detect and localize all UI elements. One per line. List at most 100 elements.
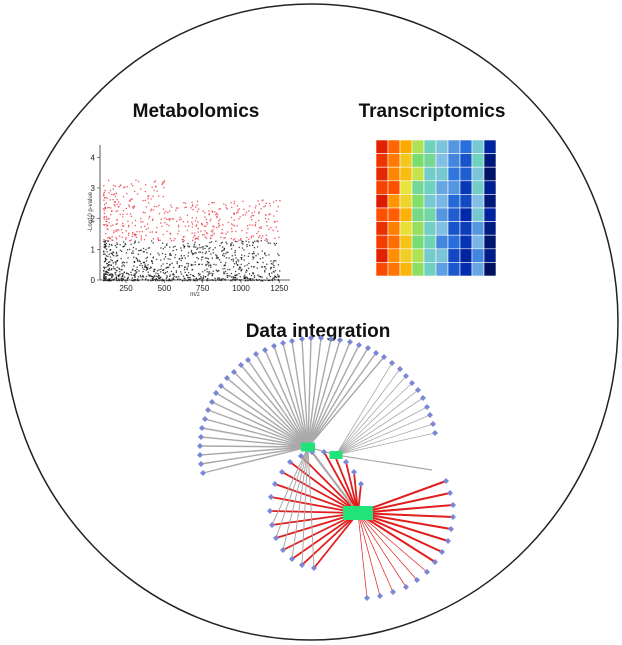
scatter-point <box>271 279 274 282</box>
scatter-point <box>252 235 254 237</box>
scatter-point <box>270 266 272 269</box>
scatter-point <box>171 280 173 282</box>
network-node <box>268 494 274 500</box>
scatter-point <box>265 268 267 270</box>
scatter-point <box>234 278 236 280</box>
heatmap-cell <box>483 234 497 250</box>
scatter-point <box>118 278 120 280</box>
network-edge <box>282 342 309 448</box>
network-node <box>308 335 314 341</box>
scatter-point <box>195 225 197 227</box>
scatter-point <box>249 278 251 280</box>
scatter-point <box>182 244 185 246</box>
scatter-point <box>194 234 196 236</box>
scatter-point <box>115 210 117 212</box>
scatter-point <box>257 274 259 276</box>
heatmap-cell <box>483 262 497 277</box>
network-node <box>245 357 251 363</box>
network-edge <box>199 445 309 448</box>
scatter-point <box>202 277 204 279</box>
scatter-point <box>223 265 225 267</box>
heatmap-cell <box>387 166 401 182</box>
scatter-point <box>180 249 183 252</box>
scatter-point <box>265 221 268 223</box>
scatter-point <box>257 239 259 241</box>
scatter-point <box>135 272 137 274</box>
network-node <box>358 481 364 487</box>
x-ticks: 250 500 750 1000 1250 <box>119 280 289 293</box>
scatter-point <box>233 266 235 268</box>
scatter-point <box>195 246 197 248</box>
scatter-point <box>191 217 193 219</box>
network-edge <box>357 512 407 588</box>
scatter-point <box>187 242 189 245</box>
scatter-point <box>195 217 198 219</box>
scatter-point <box>120 229 123 231</box>
scatter-point <box>164 256 167 258</box>
scatter-point <box>111 268 113 270</box>
scatter-point <box>107 237 109 239</box>
scatter-point <box>243 249 245 251</box>
scatter-point <box>176 261 178 263</box>
network-node <box>202 416 208 422</box>
scatter-point <box>233 219 235 221</box>
scatter-point <box>223 203 225 205</box>
network-node <box>205 407 211 413</box>
scatter-point <box>170 270 173 273</box>
scatter-point <box>247 267 250 270</box>
scatter-point <box>127 234 130 236</box>
scatter-point <box>139 249 141 251</box>
network-node <box>273 535 279 541</box>
scatter-point <box>152 277 154 279</box>
scatter-point <box>163 181 165 183</box>
scatter-point <box>202 275 205 277</box>
scatter-point <box>226 275 228 277</box>
scatter-point <box>173 275 175 278</box>
scatter-point <box>235 257 237 259</box>
heatmap-cell <box>435 194 449 209</box>
scatter-point <box>125 230 127 232</box>
scatter-point <box>191 201 193 204</box>
scatter-point <box>163 258 165 260</box>
y-tick-label: 3 <box>91 184 96 193</box>
scatter-point <box>213 263 215 265</box>
scatter-point <box>114 193 116 195</box>
scatter-point <box>147 198 149 200</box>
scatter-point <box>112 266 115 268</box>
scatter-point <box>248 262 250 265</box>
scatter-point <box>122 264 124 266</box>
scatter-point <box>254 207 256 209</box>
scatter-point <box>239 276 241 278</box>
network-hub <box>301 442 315 452</box>
scatter-point <box>250 216 252 218</box>
scatter-point <box>103 239 105 241</box>
scatter-point <box>169 275 171 277</box>
scatter-point <box>195 206 197 208</box>
scatter-point <box>239 266 242 268</box>
scatter-point <box>208 265 210 267</box>
scatter-point <box>169 253 171 255</box>
scatter-point <box>184 271 186 273</box>
scatter-point <box>266 225 268 227</box>
scatter-point <box>143 251 145 253</box>
scatter-point <box>200 275 202 278</box>
scatter-point <box>241 230 243 232</box>
network-node <box>280 340 286 346</box>
scatter-point <box>269 268 272 270</box>
scatter-point <box>201 256 203 258</box>
scatter-point <box>150 280 152 282</box>
scatter-point <box>275 242 278 245</box>
scatter-point <box>150 198 152 200</box>
scatter-point <box>121 265 123 267</box>
x-tick-label: 1250 <box>270 284 288 293</box>
scatter-point <box>273 242 275 245</box>
scatter-point <box>103 246 106 248</box>
scatter-point <box>111 210 113 212</box>
scatter-point <box>150 210 152 212</box>
scatter-point <box>215 213 217 216</box>
scatter-point <box>232 277 234 279</box>
scatter-point <box>153 275 156 277</box>
scatter-point <box>155 186 157 188</box>
scatter-point <box>178 230 180 232</box>
heatmap-cell <box>423 262 437 277</box>
